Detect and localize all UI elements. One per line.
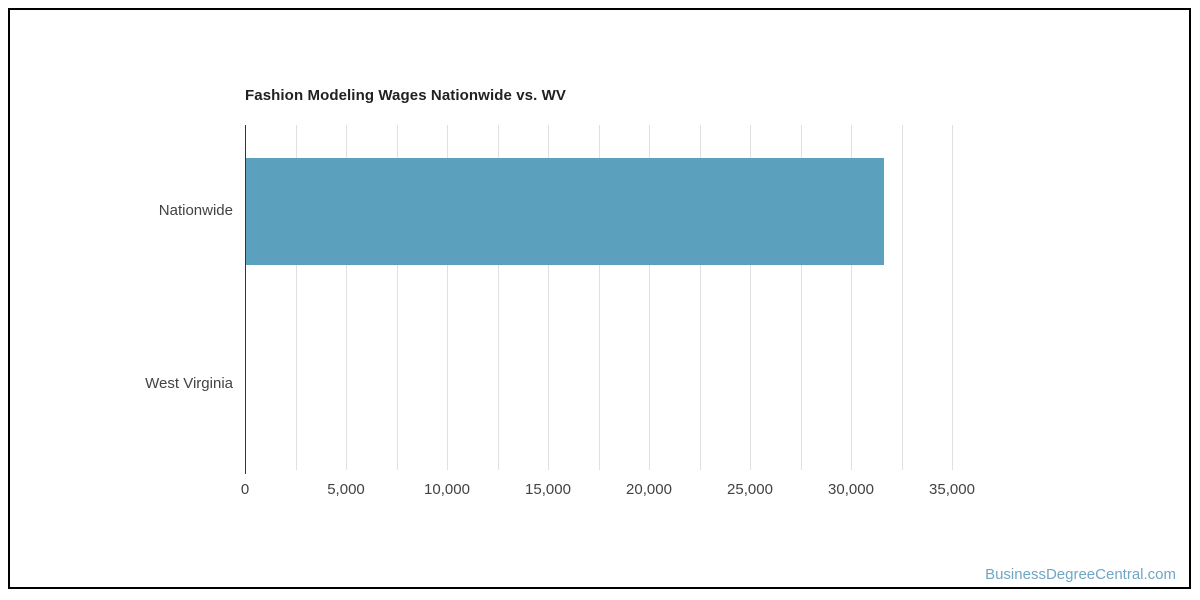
x-gridline: [296, 125, 297, 470]
x-gridline: [700, 125, 701, 470]
category-label-nationwide: Nationwide: [158, 202, 233, 219]
category-label-west-virginia: West Virginia: [145, 375, 233, 392]
x-tick-label: 25,000: [727, 481, 773, 498]
x-tick-label: 30,000: [828, 481, 874, 498]
chart-title: Fashion Modeling Wages Nationwide vs. WV: [245, 87, 566, 104]
x-gridline: [750, 125, 751, 470]
x-gridline: [599, 125, 600, 470]
x-tick-label: 15,000: [525, 481, 571, 498]
x-gridline: [902, 125, 903, 470]
x-gridline: [649, 125, 650, 470]
x-gridline: [447, 125, 448, 470]
y-axis-line: [245, 125, 246, 474]
x-gridline: [851, 125, 852, 470]
x-gridline: [498, 125, 499, 470]
x-gridline: [397, 125, 398, 470]
x-gridline: [801, 125, 802, 470]
x-gridline: [952, 125, 953, 470]
plot-area: [245, 125, 985, 474]
x-gridline: [346, 125, 347, 470]
watermark-link[interactable]: BusinessDegreeCentral.com: [985, 566, 1176, 583]
x-tick-label: 10,000: [424, 481, 470, 498]
x-tick-label: 0: [240, 481, 250, 498]
x-tick-label: 5,000: [327, 481, 365, 498]
x-tick-label: 20,000: [626, 481, 672, 498]
x-tick-label: 35,000: [929, 481, 975, 498]
x-gridline: [548, 125, 549, 470]
bar-nationwide: [246, 158, 884, 265]
